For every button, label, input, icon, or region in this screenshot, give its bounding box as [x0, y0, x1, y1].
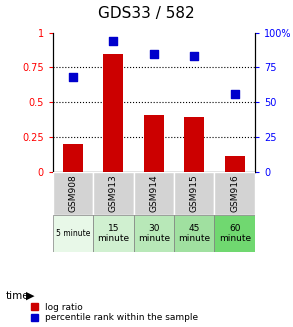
Bar [184, 117, 205, 172]
Point [232, 91, 237, 96]
Text: 15
minute: 15 minute [97, 224, 130, 243]
Bar [174, 172, 214, 215]
Text: 30
minute: 30 minute [138, 224, 170, 243]
Bar [53, 172, 93, 215]
Bar [93, 215, 134, 252]
Point [111, 38, 116, 43]
Bar [214, 172, 255, 215]
Text: 45
minute: 45 minute [178, 224, 210, 243]
Text: ▶: ▶ [26, 291, 35, 301]
Bar [134, 215, 174, 252]
Text: GSM915: GSM915 [190, 174, 199, 212]
Bar [214, 215, 255, 252]
Bar [144, 114, 164, 172]
Bar [63, 144, 83, 172]
Text: GSM913: GSM913 [109, 174, 118, 212]
Text: GDS33 / 582: GDS33 / 582 [98, 6, 195, 21]
Text: GSM908: GSM908 [69, 174, 77, 212]
Text: 60
minute: 60 minute [219, 224, 251, 243]
Bar [103, 54, 124, 172]
Bar [93, 172, 134, 215]
Text: GSM914: GSM914 [149, 174, 158, 212]
Bar [134, 172, 174, 215]
Point [192, 54, 197, 59]
Text: time: time [6, 291, 30, 301]
Bar [174, 215, 214, 252]
Point [71, 75, 75, 80]
Text: 5 minute: 5 minute [56, 229, 90, 238]
Bar [53, 215, 93, 252]
Point [151, 51, 156, 56]
Legend: log ratio, percentile rank within the sample: log ratio, percentile rank within the sa… [31, 303, 198, 322]
Bar [224, 156, 245, 172]
Text: GSM916: GSM916 [230, 174, 239, 212]
